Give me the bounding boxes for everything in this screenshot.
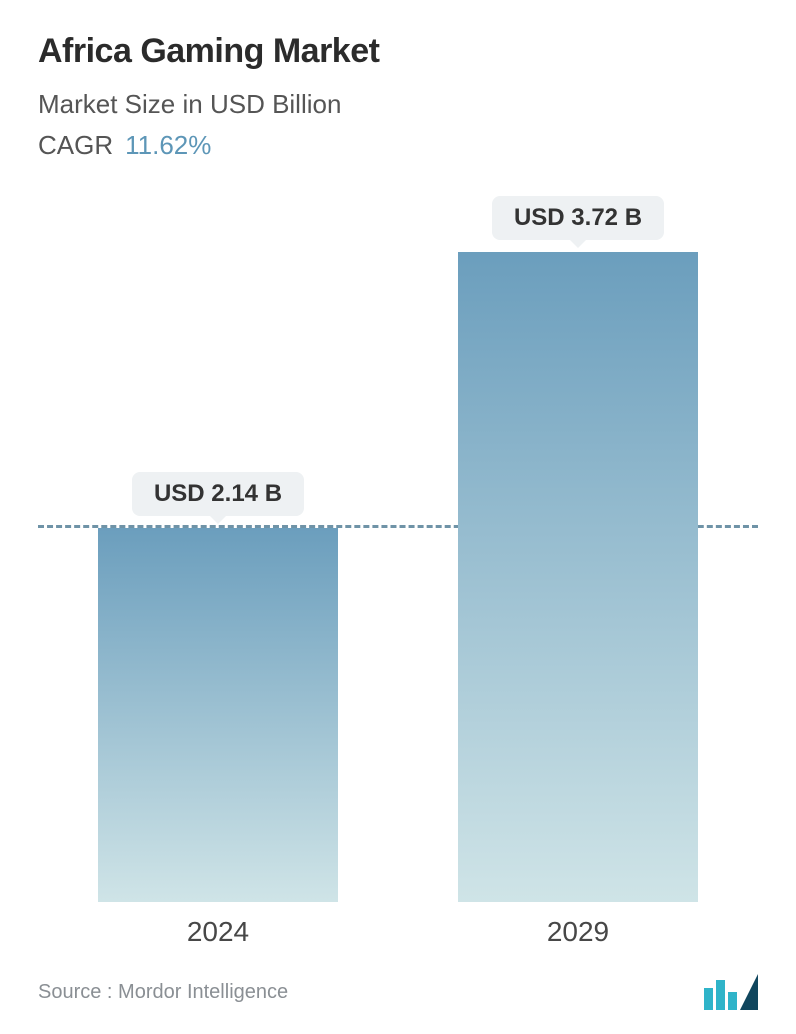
cagr-label: CAGR — [38, 130, 113, 161]
source-text: Source : Mordor Intelligence — [38, 981, 288, 1004]
bar — [98, 528, 338, 902]
chart-area: USD 2.14 B USD 3.72 B 2024 2029 — [38, 189, 758, 962]
cagr-value: 11.62% — [125, 130, 211, 161]
chart-container: Africa Gaming Market Market Size in USD … — [0, 0, 796, 1034]
bar-value-pill: USD 2.14 B — [132, 472, 304, 516]
x-axis: 2024 2029 — [38, 902, 758, 962]
bar-group: USD 2.14 B — [78, 472, 358, 902]
bars-wrap: USD 2.14 B USD 3.72 B — [38, 189, 758, 902]
header: Africa Gaming Market Market Size in USD … — [38, 32, 758, 161]
x-axis-label: 2029 — [438, 902, 718, 948]
chart-title: Africa Gaming Market — [38, 32, 758, 71]
bar — [458, 252, 698, 902]
bar-group: USD 3.72 B — [438, 196, 718, 902]
cagr-row: CAGR 11.62% — [38, 130, 758, 161]
mordor-logo-icon — [702, 974, 758, 1010]
footer: Source : Mordor Intelligence — [38, 974, 758, 1010]
chart-subtitle: Market Size in USD Billion — [38, 89, 758, 120]
bar-value-pill: USD 3.72 B — [492, 196, 664, 240]
x-axis-label: 2024 — [78, 902, 358, 948]
